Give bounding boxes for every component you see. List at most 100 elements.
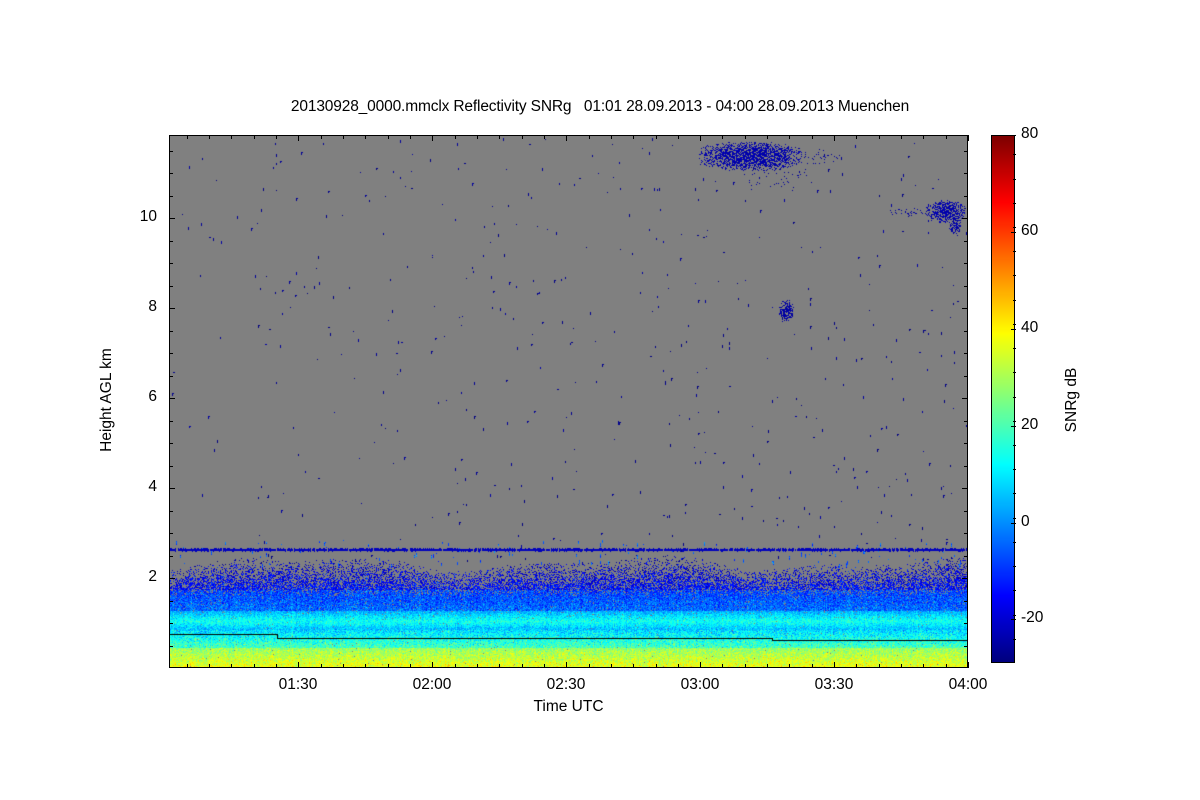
x-tick-minor-top bbox=[789, 135, 790, 139]
x-tick-major-top bbox=[968, 135, 969, 141]
x-tick-minor bbox=[589, 664, 590, 668]
x-tick-minor bbox=[477, 664, 478, 668]
x-tick-minor bbox=[365, 664, 366, 668]
colorbar-tick-label: 40 bbox=[1021, 319, 1039, 336]
colorbar bbox=[991, 135, 1015, 663]
x-tick-minor-top bbox=[209, 135, 210, 139]
x-tick-minor-top bbox=[499, 135, 500, 139]
y-tick-minor bbox=[169, 466, 173, 467]
x-tick-minor bbox=[499, 664, 500, 668]
x-tick-major-top bbox=[700, 135, 701, 141]
x-tick-label: 03:00 bbox=[680, 676, 720, 693]
y-tick-minor-right bbox=[964, 196, 968, 197]
x-tick-minor-top bbox=[321, 135, 322, 139]
colorbar-tick-major bbox=[1011, 329, 1016, 330]
colorbar-tick-label: -20 bbox=[1021, 609, 1044, 626]
y-tick-label: 10 bbox=[139, 208, 157, 225]
x-tick-minor-top bbox=[767, 135, 768, 139]
y-tick-minor bbox=[169, 601, 173, 602]
colorbar-tick-minor bbox=[1013, 300, 1016, 301]
x-tick-minor bbox=[678, 664, 679, 668]
colorbar-tick-minor bbox=[1013, 493, 1016, 494]
y-tick-minor bbox=[169, 511, 173, 512]
colorbar-tick-label: 80 bbox=[1021, 125, 1039, 142]
y-tick-minor-right bbox=[964, 353, 968, 354]
y-tick-minor-right bbox=[964, 443, 968, 444]
heatmap-plot-area bbox=[169, 135, 968, 668]
y-tick-minor bbox=[169, 533, 173, 534]
x-tick-minor bbox=[633, 664, 634, 668]
x-tick-minor-top bbox=[923, 135, 924, 139]
x-tick-minor-top bbox=[722, 135, 723, 139]
colorbar-tick-minor bbox=[1013, 275, 1016, 276]
colorbar-tick-major bbox=[1011, 135, 1016, 136]
x-tick-minor-top bbox=[388, 135, 389, 139]
x-tick-minor-top bbox=[455, 135, 456, 139]
y-tick-minor bbox=[169, 196, 173, 197]
y-tick-minor-right bbox=[964, 331, 968, 332]
y-tick-major bbox=[169, 578, 175, 579]
x-tick-minor-top bbox=[276, 135, 277, 139]
colorbar-tick-minor bbox=[1013, 542, 1016, 543]
x-tick-major bbox=[298, 662, 299, 668]
y-tick-minor bbox=[169, 353, 173, 354]
y-tick-label: 6 bbox=[148, 388, 157, 405]
x-tick-major-top bbox=[566, 135, 567, 141]
x-tick-label: 03:30 bbox=[814, 676, 854, 693]
y-tick-minor-right bbox=[964, 601, 968, 602]
x-tick-minor bbox=[901, 664, 902, 668]
y-tick-minor-right bbox=[964, 241, 968, 242]
x-tick-minor-top bbox=[856, 135, 857, 139]
x-tick-major bbox=[566, 662, 567, 668]
y-tick-minor-right bbox=[964, 421, 968, 422]
x-tick-minor-top bbox=[477, 135, 478, 139]
colorbar-tick-label: 60 bbox=[1021, 222, 1039, 239]
y-tick-major-right bbox=[962, 488, 968, 489]
x-tick-major bbox=[432, 662, 433, 668]
x-tick-major bbox=[968, 662, 969, 668]
x-tick-minor-top bbox=[812, 135, 813, 139]
y-tick-minor-right bbox=[964, 511, 968, 512]
x-tick-minor-top bbox=[901, 135, 902, 139]
colorbar-tick-major bbox=[1011, 523, 1016, 524]
x-tick-major bbox=[700, 662, 701, 668]
x-tick-minor-top bbox=[745, 135, 746, 139]
y-tick-minor bbox=[169, 421, 173, 422]
x-tick-minor-top bbox=[879, 135, 880, 139]
y-tick-minor bbox=[169, 331, 173, 332]
x-tick-minor bbox=[745, 664, 746, 668]
x-tick-minor bbox=[187, 664, 188, 668]
y-tick-major bbox=[169, 308, 175, 309]
colorbar-tick-label: 20 bbox=[1021, 416, 1039, 433]
x-tick-minor bbox=[789, 664, 790, 668]
colorbar-tick-minor bbox=[1013, 203, 1016, 204]
colorbar-tick-minor bbox=[1013, 397, 1016, 398]
x-tick-minor bbox=[812, 664, 813, 668]
colorbar-tick-minor bbox=[1013, 227, 1016, 228]
y-tick-minor bbox=[169, 173, 173, 174]
x-tick-minor-top bbox=[410, 135, 411, 139]
y-axis-title: Height AGL km bbox=[98, 348, 115, 452]
x-tick-minor-top bbox=[365, 135, 366, 139]
colorbar-tick-minor bbox=[1013, 639, 1016, 640]
y-tick-minor-right bbox=[964, 556, 968, 557]
y-tick-label: 8 bbox=[148, 298, 157, 315]
x-tick-minor bbox=[321, 664, 322, 668]
colorbar-tick-minor bbox=[1013, 518, 1016, 519]
colorbar-tick-major bbox=[1011, 619, 1016, 620]
y-tick-minor bbox=[169, 151, 173, 152]
y-tick-major-right bbox=[962, 398, 968, 399]
y-tick-label: 2 bbox=[148, 568, 157, 585]
colorbar-tick-minor bbox=[1013, 615, 1016, 616]
x-tick-minor bbox=[946, 664, 947, 668]
y-tick-minor-right bbox=[964, 286, 968, 287]
y-tick-major bbox=[169, 218, 175, 219]
y-tick-minor bbox=[169, 241, 173, 242]
y-tick-minor-right bbox=[964, 173, 968, 174]
x-tick-minor-top bbox=[633, 135, 634, 139]
x-tick-major-top bbox=[432, 135, 433, 141]
x-tick-minor bbox=[343, 664, 344, 668]
x-tick-label: 02:00 bbox=[412, 676, 452, 693]
x-tick-label: 01:30 bbox=[278, 676, 318, 693]
